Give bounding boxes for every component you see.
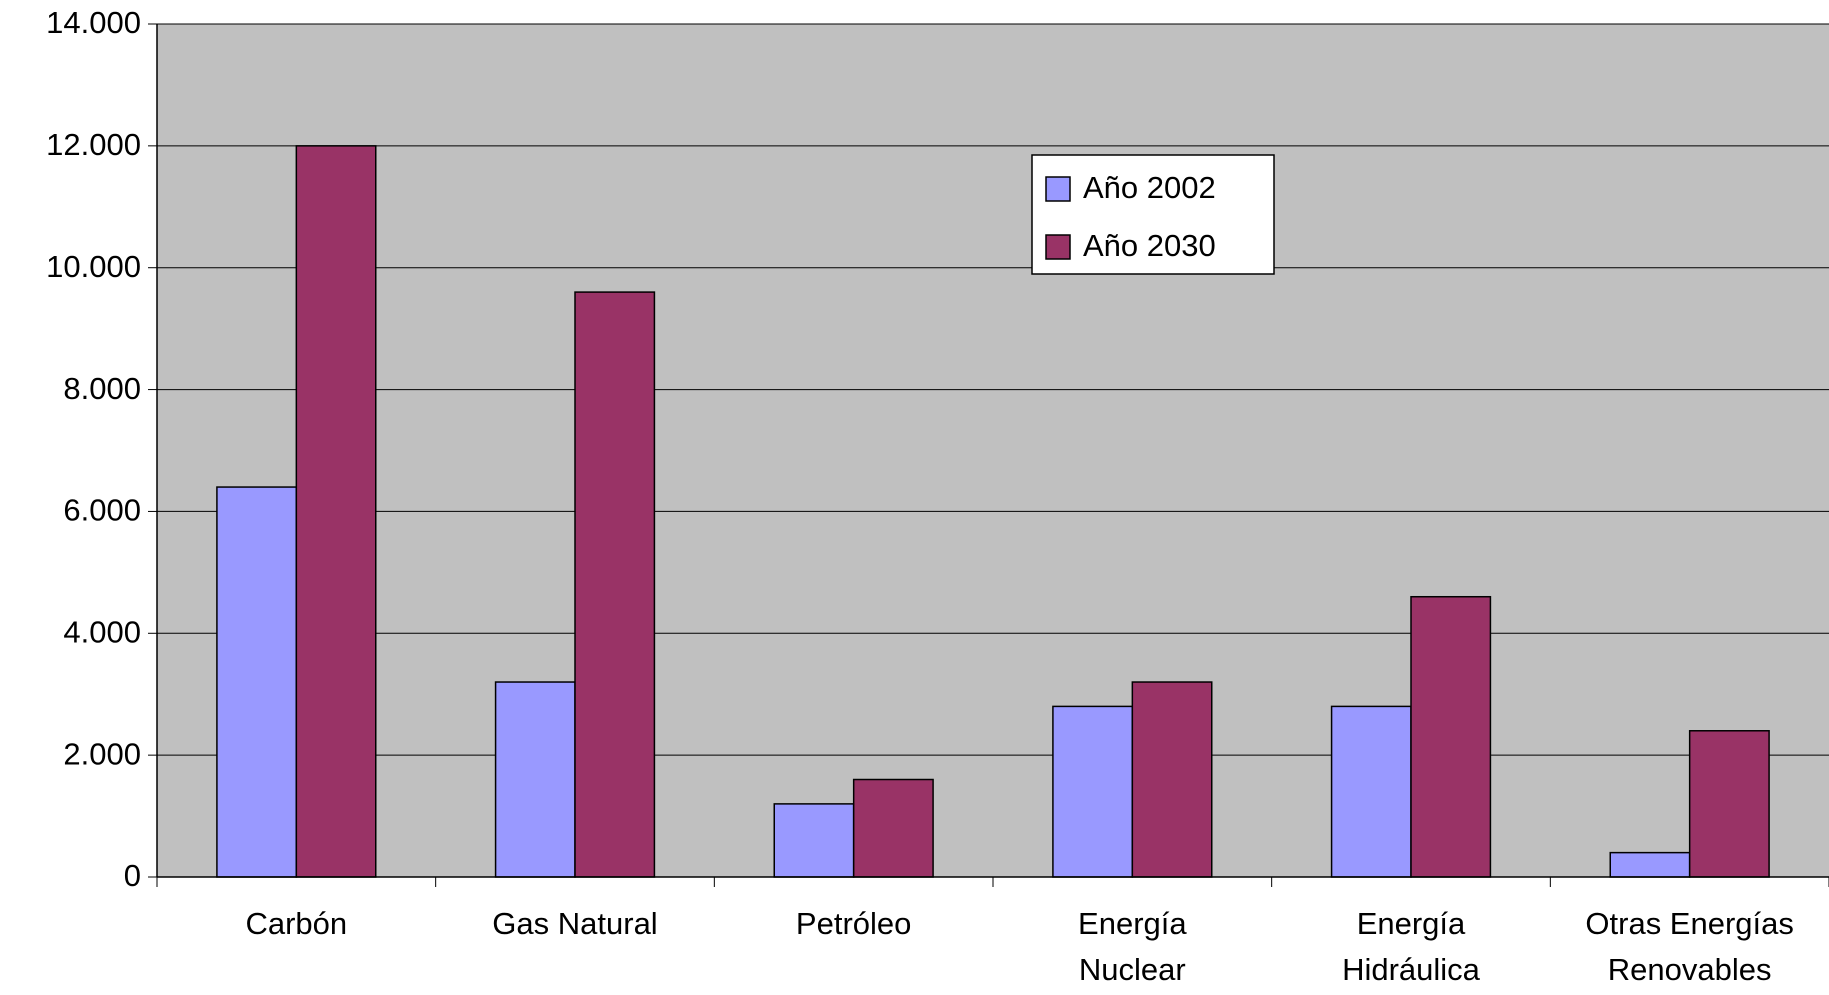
y-tick-label: 10.000 [46,249,141,284]
bar [1609,851,1691,878]
y-tick-label: 0 [124,858,141,893]
y-tick-label: 14.000 [46,5,141,40]
x-tick-label: Otras Energías Renovables [1585,906,1794,987]
bar [1131,681,1213,878]
bar [494,681,576,878]
bar [1052,705,1134,878]
y-tick-label: 12.000 [46,127,141,162]
x-tick-label: Energía Nuclear [1078,906,1187,987]
x-tick-label: Carbón [245,906,348,941]
bar [216,486,298,878]
bar [1330,705,1412,878]
bar [295,145,377,878]
bar [773,803,855,878]
y-tick-label: 4.000 [63,614,141,649]
y-tick-label: 8.000 [63,371,141,406]
y-tick-label: 6.000 [63,493,141,528]
y-tick-label: 2.000 [63,736,141,771]
x-tick-label: Gas Natural [492,906,658,941]
legend-label: Año 2030 [1083,228,1216,263]
bar [1410,595,1492,878]
x-tick-label: Energía Hidráulica [1342,906,1480,987]
legend-swatch [1045,176,1071,202]
legend-label: Año 2002 [1083,170,1216,205]
legend: Año 2002 Año 2030 [1031,154,1275,275]
x-tick-label: Petróleo [795,906,912,941]
bar [852,778,934,878]
bar [574,291,656,878]
legend-box [1031,154,1275,275]
legend-swatch [1045,234,1071,260]
bar [1688,730,1770,878]
plot-area [157,24,1829,877]
